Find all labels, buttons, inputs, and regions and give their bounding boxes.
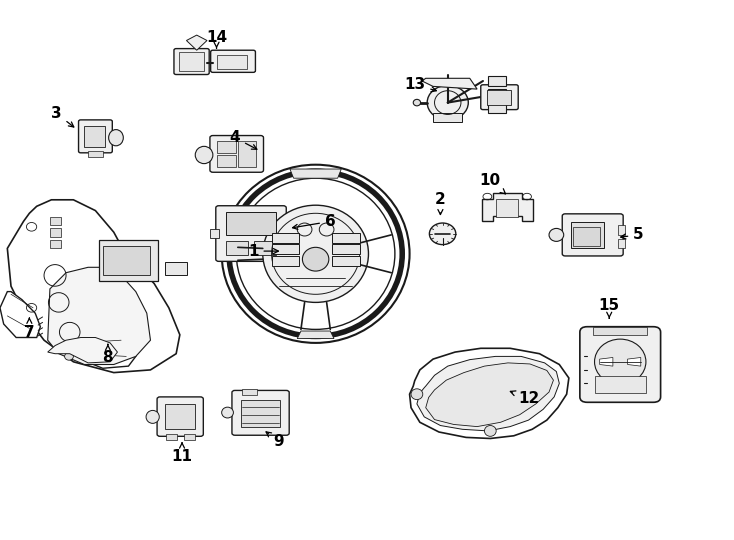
Ellipse shape	[222, 165, 410, 343]
Ellipse shape	[429, 223, 456, 245]
Text: 1: 1	[248, 244, 278, 259]
Polygon shape	[186, 35, 207, 50]
Bar	[571, 222, 604, 248]
FancyBboxPatch shape	[157, 397, 203, 436]
Bar	[618, 225, 625, 235]
Text: 14: 14	[206, 30, 227, 48]
Ellipse shape	[263, 205, 368, 302]
Bar	[88, 151, 103, 157]
Ellipse shape	[65, 353, 73, 360]
Text: 10: 10	[480, 173, 506, 194]
Text: 5: 5	[621, 227, 644, 242]
Polygon shape	[482, 193, 533, 221]
Text: 12: 12	[510, 391, 539, 406]
Bar	[238, 141, 256, 167]
Bar	[165, 404, 195, 429]
Polygon shape	[410, 348, 569, 438]
Bar	[272, 244, 299, 254]
Bar	[496, 199, 518, 217]
Bar	[433, 113, 462, 122]
Polygon shape	[48, 338, 117, 363]
Bar	[226, 212, 276, 235]
Bar	[595, 376, 646, 393]
Ellipse shape	[411, 389, 423, 400]
Bar	[210, 230, 219, 238]
Bar	[488, 103, 506, 113]
FancyBboxPatch shape	[580, 327, 661, 402]
Polygon shape	[417, 356, 559, 431]
Text: 4: 4	[230, 130, 257, 149]
Ellipse shape	[427, 85, 468, 120]
Bar	[165, 262, 187, 275]
Text: 6: 6	[293, 214, 335, 230]
Text: 11: 11	[172, 443, 192, 464]
Text: 3: 3	[51, 106, 74, 127]
Bar	[593, 327, 647, 335]
Ellipse shape	[63, 343, 72, 350]
Polygon shape	[297, 331, 334, 339]
Ellipse shape	[549, 228, 564, 241]
FancyBboxPatch shape	[210, 136, 264, 172]
Ellipse shape	[484, 426, 496, 436]
Bar	[217, 55, 247, 69]
Polygon shape	[70, 334, 136, 368]
Bar	[241, 400, 280, 427]
FancyBboxPatch shape	[562, 214, 623, 256]
Bar	[242, 389, 257, 395]
Text: 8: 8	[103, 345, 113, 365]
Ellipse shape	[413, 99, 421, 106]
Bar	[184, 434, 195, 440]
Bar	[103, 246, 150, 275]
Bar	[332, 233, 360, 243]
Bar	[50, 217, 61, 225]
FancyBboxPatch shape	[174, 49, 209, 75]
Bar	[179, 52, 204, 71]
Ellipse shape	[222, 407, 233, 418]
Bar	[488, 76, 506, 86]
Bar	[50, 228, 61, 237]
Bar	[99, 240, 158, 281]
Ellipse shape	[195, 146, 213, 164]
Text: 15: 15	[599, 298, 619, 318]
Bar	[217, 141, 236, 153]
Bar	[217, 155, 236, 167]
FancyBboxPatch shape	[216, 206, 286, 261]
Polygon shape	[290, 169, 341, 178]
Bar	[332, 256, 360, 266]
Bar	[166, 434, 177, 440]
Bar	[488, 89, 506, 100]
Bar	[50, 240, 61, 248]
Polygon shape	[426, 363, 553, 427]
Polygon shape	[628, 357, 641, 366]
Bar	[84, 126, 105, 147]
Polygon shape	[600, 357, 613, 366]
Text: 7: 7	[24, 318, 34, 340]
Polygon shape	[0, 292, 40, 338]
Polygon shape	[48, 267, 150, 365]
Bar	[618, 239, 625, 248]
Bar	[487, 90, 511, 105]
Bar	[272, 256, 299, 266]
Ellipse shape	[146, 410, 159, 423]
Text: 2: 2	[435, 192, 446, 214]
Text: 13: 13	[404, 77, 437, 92]
Bar	[272, 233, 299, 243]
Ellipse shape	[302, 247, 329, 271]
Bar	[573, 227, 600, 246]
Bar	[226, 241, 248, 255]
Ellipse shape	[109, 130, 123, 146]
Text: 9: 9	[266, 432, 284, 449]
FancyBboxPatch shape	[481, 85, 518, 110]
Bar	[332, 244, 360, 254]
FancyBboxPatch shape	[232, 390, 289, 435]
Bar	[254, 241, 276, 255]
Ellipse shape	[595, 339, 646, 384]
FancyBboxPatch shape	[79, 120, 112, 153]
FancyBboxPatch shape	[211, 50, 255, 72]
Polygon shape	[7, 200, 180, 373]
Polygon shape	[422, 78, 477, 89]
